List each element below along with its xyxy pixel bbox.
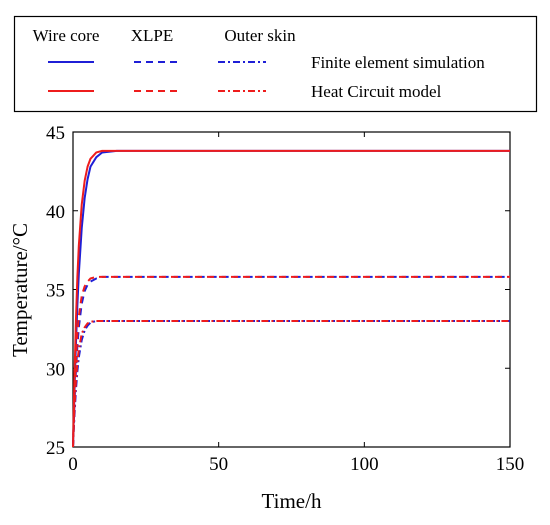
legend-col-wire-core: Wire core: [33, 26, 100, 45]
series-lines: [72, 149, 510, 448]
series-line-outer-skin-simulation: [72, 320, 510, 448]
y-tick-label: 40: [46, 202, 65, 223]
x-tick-label: 0: [68, 454, 78, 475]
y-tick-label: 35: [46, 281, 65, 302]
legend-frame: [13, 15, 538, 113]
y-tick-label: 45: [46, 123, 65, 144]
x-tick-label: 150: [496, 454, 525, 475]
x-tick-label: 100: [350, 454, 379, 475]
legend-col-outer-skin: Outer skin: [224, 26, 296, 45]
y-tick-label: 30: [46, 359, 65, 380]
plot-frame: [72, 131, 511, 448]
axis-ticks: 0 50 100 150 25 30 35 40 45: [46, 123, 524, 475]
y-axis-label: Temperature/°C: [8, 223, 32, 357]
x-tick-label: 50: [209, 454, 228, 475]
series-line-outer-skin-model: [72, 320, 510, 448]
legend: Wire core XLPE Outer skin Finite element…: [13, 15, 538, 113]
legend-row-model: Heat Circuit model: [311, 82, 442, 101]
legend-col-xlpe: XLPE: [131, 26, 174, 45]
legend-row-simulation: Finite element simulation: [311, 53, 485, 72]
series-line-wire-core-simulation: [72, 149, 510, 448]
y-tick-label: 25: [46, 438, 65, 459]
series-line-wire-core-model: [72, 149, 510, 448]
series-line-xlpe-simulation: [72, 275, 510, 448]
series-line-xlpe-model: [72, 275, 510, 448]
x-axis-label: Time/h: [262, 489, 322, 513]
